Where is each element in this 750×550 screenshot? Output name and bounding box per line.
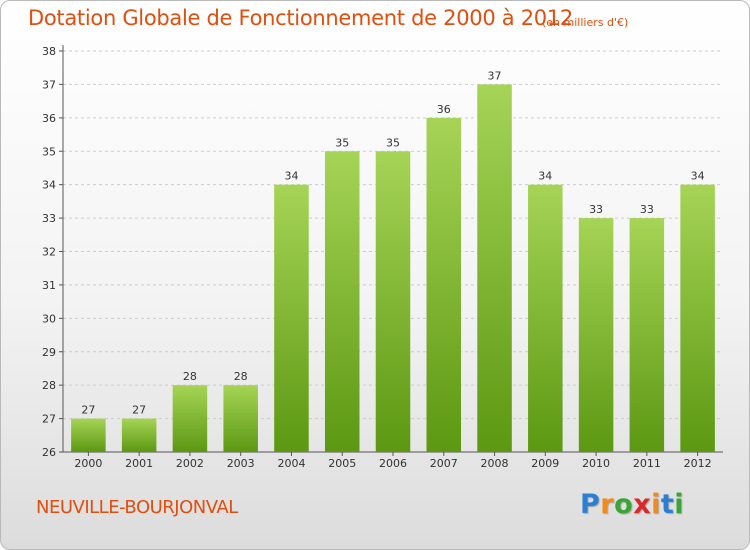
- y-tick-label: 28: [42, 379, 56, 392]
- data-label-2003: 28: [234, 370, 248, 383]
- data-label-2001: 27: [132, 404, 146, 417]
- x-tick-label-2012: 2012: [684, 457, 712, 470]
- data-label-2005: 35: [335, 136, 349, 149]
- bar-2003: [223, 385, 258, 452]
- x-tick-label-2000: 2000: [74, 457, 102, 470]
- x-tick-label-2011: 2011: [633, 457, 661, 470]
- bars: [71, 84, 715, 453]
- y-tick-label: 29: [42, 346, 56, 359]
- x-tick-label-2003: 2003: [227, 457, 255, 470]
- y-tick-label: 36: [42, 112, 56, 125]
- data-label-2008: 37: [488, 69, 502, 82]
- y-tick-label: 37: [42, 78, 56, 91]
- data-label-2006: 35: [386, 136, 400, 149]
- logo-letter: x: [633, 489, 652, 520]
- y-tick-label: 32: [42, 246, 56, 259]
- data-label-2010: 33: [589, 203, 603, 216]
- bar-2005: [324, 151, 360, 452]
- chart-unit-note: (en milliers d'€): [542, 16, 629, 29]
- bar-2000: [71, 418, 106, 452]
- data-label-2011: 33: [640, 203, 654, 216]
- data-label-2002: 28: [183, 370, 197, 383]
- bar-2011: [629, 218, 665, 452]
- x-tick-label-2008: 2008: [481, 457, 509, 470]
- logo-letter: t: [660, 489, 675, 520]
- bar-2012: [680, 184, 715, 452]
- x-tick-label-2006: 2006: [379, 457, 407, 470]
- bar-2006: [375, 151, 411, 452]
- bar-2009: [528, 184, 563, 452]
- municipality-name: NEUVILLE-BOURJONVAL: [36, 497, 238, 518]
- y-tick-label: 38: [42, 45, 56, 58]
- y-tick-label: 27: [42, 413, 56, 426]
- chart-title: Dotation Globale de Fonctionnement de 20…: [28, 6, 573, 30]
- bar-2004: [274, 184, 309, 452]
- y-tick-labels: 26 27 28 29 30 31 32 33 34 35 36 37 38: [42, 45, 56, 459]
- x-tick-label-2010: 2010: [582, 457, 610, 470]
- data-label-2009: 34: [538, 170, 552, 183]
- bar-2008: [477, 84, 512, 453]
- proxiti-logo: Proxiti: [580, 489, 684, 520]
- bar-2010: [578, 218, 614, 452]
- data-labels: 27 27 28 28 34 35 35 36 37 34 33 33 34: [81, 69, 704, 416]
- logo-letter: i: [651, 489, 661, 520]
- x-tick-label-2001: 2001: [125, 457, 153, 470]
- x-tick-label-2005: 2005: [328, 457, 356, 470]
- bar-2002: [172, 385, 208, 452]
- logo-letter: i: [674, 489, 685, 520]
- data-label-2004: 34: [284, 170, 298, 183]
- logo-letter: P: [580, 489, 601, 520]
- logo-letter: o: [614, 489, 634, 520]
- y-tick-label: 35: [42, 145, 56, 158]
- data-label-2007: 36: [437, 103, 451, 116]
- data-label-2012: 34: [691, 170, 705, 183]
- y-tick-label: 30: [42, 312, 56, 325]
- logo-letter: r: [600, 489, 615, 520]
- x-tick-label-2002: 2002: [176, 457, 204, 470]
- data-label-2000: 27: [81, 404, 95, 417]
- y-tick-label: 26: [42, 446, 56, 459]
- x-tick-label-2009: 2009: [531, 457, 559, 470]
- y-tick-label: 31: [42, 279, 56, 292]
- y-tick-label: 33: [42, 212, 56, 225]
- x-tick-labels: 2000 2001 2002 2003 2004 2005 2006 2007 2008 2009…: [74, 457, 711, 470]
- bar-2007: [426, 117, 462, 452]
- bar-2001: [121, 418, 157, 452]
- x-tick-label-2007: 2007: [430, 457, 458, 470]
- x-tick-label-2004: 2004: [277, 457, 305, 470]
- y-tick-label: 34: [42, 179, 56, 192]
